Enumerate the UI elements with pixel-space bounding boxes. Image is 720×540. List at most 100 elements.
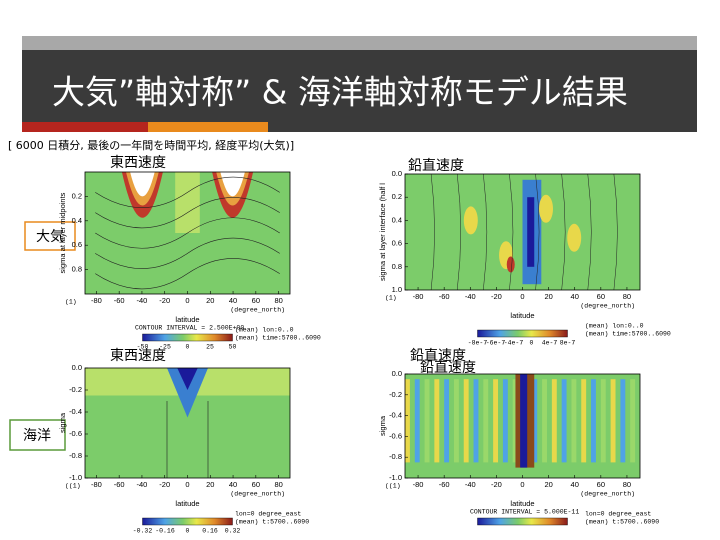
contour: [95, 258, 280, 290]
contour: [95, 237, 280, 269]
note: lon=0 degree_east: [585, 511, 651, 518]
patch: [567, 223, 582, 252]
streak: [542, 379, 547, 463]
y-tick-label: 1.0: [392, 285, 402, 294]
x-tick-label: 80: [623, 292, 631, 301]
y-tick-label: 0.0: [392, 369, 402, 378]
y-tick-label: -0.2: [389, 390, 402, 399]
contour: [456, 173, 461, 291]
contour: [95, 197, 280, 229]
y-tick-label: -0.6: [69, 429, 82, 438]
streak: [444, 379, 450, 463]
note: (mean) time:5700..6090: [585, 331, 671, 338]
top-bar: [22, 36, 697, 50]
contour: [613, 173, 618, 291]
streak: [561, 379, 567, 463]
contour: [561, 173, 566, 291]
y-tick-label: -0.6: [389, 431, 402, 440]
x-tick-label: 40: [229, 296, 237, 305]
streak: [414, 379, 420, 463]
x-unit: (degree_north): [230, 307, 285, 314]
colorbar-label: 0: [186, 344, 190, 351]
streak: [630, 379, 636, 463]
contour: [587, 173, 592, 291]
x-tick-label: 60: [597, 292, 605, 301]
y-tick-label: 0.8: [392, 262, 402, 271]
y-tick-label: 0.6: [392, 239, 402, 248]
row-label-box: [9, 419, 66, 451]
streak: [502, 379, 508, 463]
y-tick-label: 0.0: [392, 169, 402, 178]
panel-label: 鉛直速度: [420, 359, 476, 376]
y-axis-label: sigma at layer midpoints: [58, 192, 67, 273]
x-tick-label: -60: [439, 480, 450, 489]
y-axis-label: sigma at layer interface (half l: [378, 183, 387, 281]
upwell: [527, 197, 535, 267]
y-tick-label: 0.4: [72, 216, 82, 225]
undercurrent: [177, 368, 198, 390]
row-label-box: [24, 221, 76, 251]
row-label: 大気: [36, 229, 64, 245]
x-tick-label: 40: [571, 480, 579, 489]
panel-label: 東西速度: [110, 155, 166, 171]
stripe-orange: [148, 122, 268, 132]
empty: [130, 172, 155, 197]
y-tick-label: 0.2: [392, 192, 402, 201]
colorbar-label: 0: [186, 528, 190, 535]
x-tick-label: 40: [229, 480, 237, 489]
corner-label: ((1): [65, 483, 81, 490]
panel-label: 東西速度: [110, 348, 166, 364]
y-tick-label: -1.0: [389, 473, 402, 482]
streak: [463, 379, 469, 463]
x-tick-label: 60: [597, 480, 605, 489]
colorbar-label: -50: [137, 344, 149, 351]
corner-label: (1): [65, 299, 77, 306]
streak: [591, 379, 596, 463]
streak: [473, 379, 479, 463]
colorbar-label: -0.16: [155, 528, 175, 535]
streak: [453, 379, 459, 463]
panel-label: 鉛直速度: [408, 157, 464, 174]
x-unit: (degree_north): [230, 491, 285, 498]
stripe-red: [22, 122, 148, 132]
x-tick-label: -60: [439, 292, 450, 301]
y-tick-label: -1.0: [69, 473, 82, 482]
colorbar: [142, 517, 233, 526]
x-tick-label: -20: [491, 480, 502, 489]
x-tick-label: -80: [91, 296, 102, 305]
y-tick-label: -0.8: [389, 452, 402, 461]
contour-interval: CONTOUR INTERVAL = 2.500E+00: [135, 325, 244, 332]
streak: [493, 379, 499, 463]
x-axis-label: latitude: [175, 499, 199, 508]
x-tick-label: -60: [114, 296, 125, 305]
x-unit: (degree_north): [580, 491, 635, 498]
contour: [509, 173, 514, 291]
note: (mean) t:5700..6090: [585, 519, 659, 526]
corner-label: ((1): [385, 483, 401, 490]
colorbar-label: 25: [206, 344, 214, 351]
y-tick-label: -0.4: [69, 407, 82, 416]
y-tick-label: -0.4: [389, 411, 402, 420]
note: (mean) t:5700..6090: [235, 519, 309, 526]
note: lon=0 degree_east: [235, 511, 301, 518]
x-tick-label: -80: [91, 480, 102, 489]
x-tick-label: -80: [413, 480, 424, 489]
x-tick-label: -80: [413, 292, 424, 301]
x-tick-label: -20: [159, 480, 170, 489]
colorbar-label: 0.16: [202, 528, 218, 535]
streak: [571, 379, 577, 463]
contour: [95, 176, 280, 208]
colorbar-label: 0: [530, 340, 534, 347]
x-tick-label: -40: [465, 480, 476, 489]
streak: [512, 379, 518, 463]
y-tick-label: 0.6: [72, 240, 82, 249]
streak: [434, 379, 440, 463]
easterly: [175, 172, 200, 233]
note: (mean) lon:0..0: [235, 327, 294, 334]
x-tick-label: -20: [491, 292, 502, 301]
streak: [610, 379, 616, 463]
colorbar-label: 4e-7: [542, 340, 558, 347]
contour: [483, 173, 488, 291]
streak: [620, 379, 626, 463]
